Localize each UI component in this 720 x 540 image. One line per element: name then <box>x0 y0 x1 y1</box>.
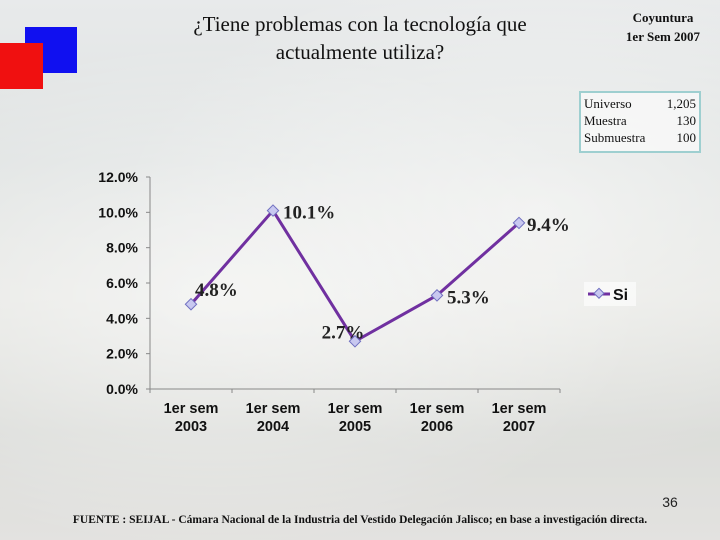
subsample-label: Submuestra <box>584 130 646 145</box>
sample-row: Muestra 130 <box>584 112 696 129</box>
y-tick-label: 0.0% <box>106 381 138 397</box>
red-square-decoration <box>0 43 43 89</box>
sample-info-box: Universo 1,205 Muestra 130 Submuestra 10… <box>579 91 701 153</box>
subsample-row: Submuestra 100 <box>584 129 696 146</box>
data-point-marker <box>430 289 444 302</box>
y-tick-label: 2.0% <box>106 346 138 362</box>
sample-value: 130 <box>676 113 697 128</box>
y-tick-label: 10.0% <box>98 204 138 220</box>
x-tick-label: 2003 <box>175 419 207 435</box>
y-tick-label: 4.0% <box>106 310 138 326</box>
x-tick-label: 2004 <box>257 419 289 435</box>
period-line-2: 1er Sem 2007 <box>625 29 701 44</box>
source-footer: FUENTE : SEIJAL - Cámara Nacional de la … <box>72 514 648 526</box>
x-tick-label: 1er sem <box>492 401 547 417</box>
period-label: Coyuntura 1er Sem 2007 <box>610 8 716 46</box>
data-point-marker <box>266 204 280 217</box>
x-tick-label: 2005 <box>339 419 371 435</box>
data-point-marker <box>184 297 198 311</box>
data-label: 2.7% <box>322 322 365 343</box>
data-point-marker <box>348 334 362 348</box>
x-tick-label: 1er sem <box>328 401 383 417</box>
page-number: 36 <box>662 494 678 510</box>
y-tick-label: 6.0% <box>106 275 138 291</box>
period-line-1: Coyuntura <box>632 10 694 25</box>
universe-label: Universo <box>584 96 632 111</box>
universe-row: Universo 1,205 <box>584 95 696 112</box>
data-label: 4.8% <box>195 280 238 301</box>
data-label: 10.1% <box>283 203 335 224</box>
page-title: ¿Tiene problemas con la tecnología que a… <box>140 10 580 66</box>
x-tick-label: 1er sem <box>164 401 219 417</box>
x-tick-label: 1er sem <box>410 401 465 417</box>
data-label: 9.4% <box>527 215 570 236</box>
subsample-value: 100 <box>676 130 697 145</box>
x-tick-label: 2006 <box>421 419 453 435</box>
title-line-1: ¿Tiene problemas con la tecnología que <box>193 12 527 36</box>
data-point-marker <box>512 216 526 230</box>
y-tick-label: 8.0% <box>106 240 138 256</box>
universe-value: 1,205 <box>666 96 696 111</box>
title-line-2: actualmente utiliza? <box>275 40 445 64</box>
x-tick-label: 1er sem <box>246 401 301 417</box>
data-label: 5.3% <box>447 287 490 308</box>
sample-label: Muestra <box>584 113 627 128</box>
legend-marker-swatch <box>593 287 605 299</box>
x-tick-label: 2007 <box>503 419 535 435</box>
y-tick-label: 12.0% <box>98 169 138 185</box>
legend-label: Si <box>613 287 628 304</box>
